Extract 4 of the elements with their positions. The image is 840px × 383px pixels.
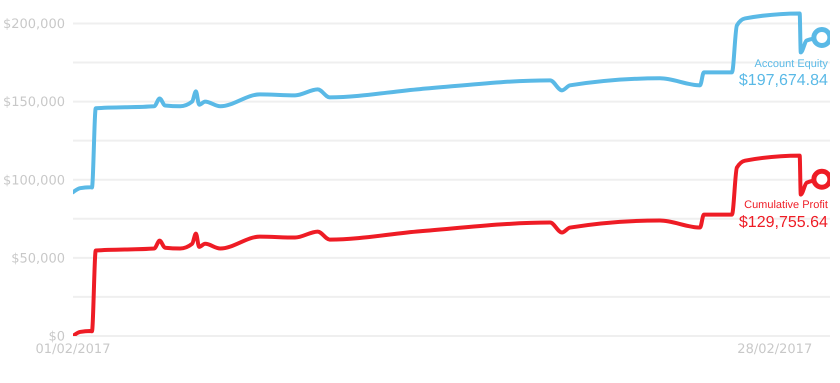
annotation: $129,755.64 (738, 213, 828, 233)
series-label: Account Equity (754, 58, 828, 72)
annotation: $197,674.84 (738, 71, 828, 92)
series-label: Cumulative Profit (743, 199, 828, 213)
